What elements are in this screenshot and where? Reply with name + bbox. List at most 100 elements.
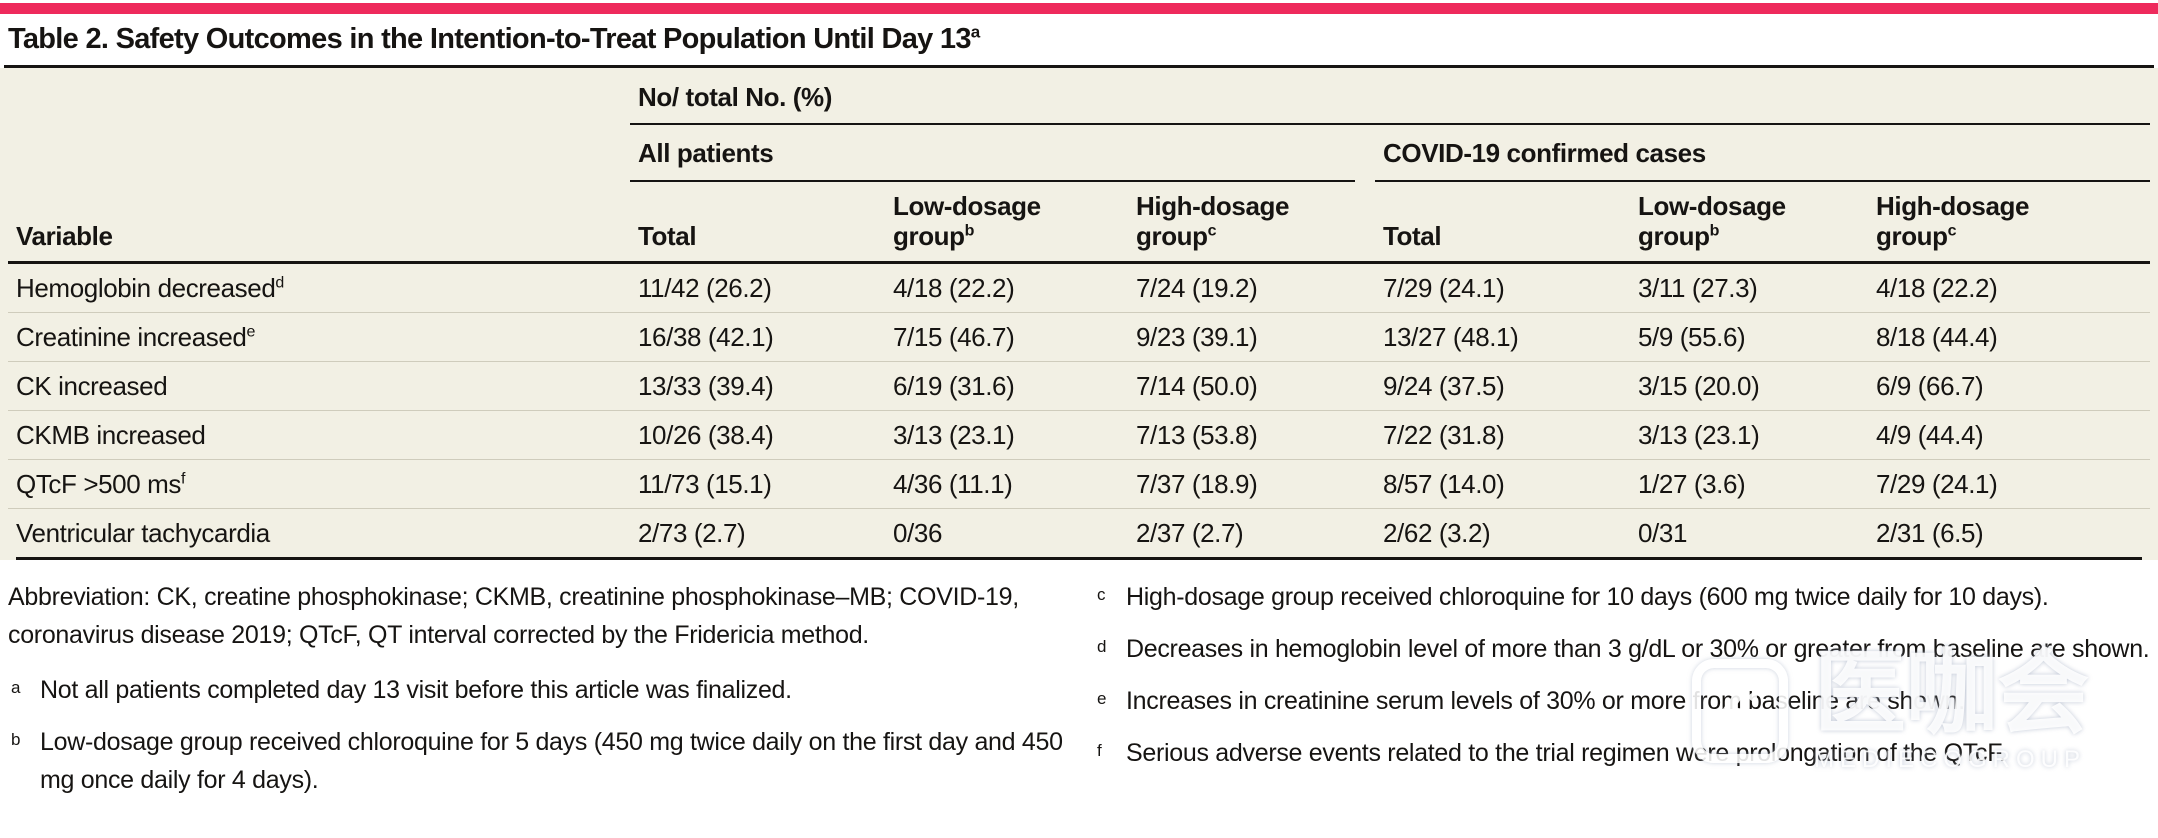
footnote: b Low-dosage group received chloroquine … (8, 723, 1070, 799)
table-cell: 2/62 (3.2) (1383, 517, 1491, 548)
row-variable-label: CK increased (16, 370, 168, 401)
span-header-covid: COVID-19 confirmed cases (1375, 125, 2150, 182)
footnote-text: Increases in creatinine serum levels of … (1126, 687, 1965, 715)
footnote-marker: d (1097, 637, 1107, 656)
horizontal-rule (4, 65, 2154, 68)
span-header-all-patients: All patients (630, 125, 1355, 182)
table-row: Hemoglobin decreasedd 11/42 (26.2) 4/18 … (8, 264, 2150, 312)
row-variable-label: QTcF >500 ms (16, 468, 181, 499)
table-span-header-row: All patients COVID-19 confirmed cases (8, 125, 2150, 182)
table-cell: 4/18 (22.2) (1876, 272, 1998, 303)
table-cell: 8/57 (14.0) (1383, 468, 1505, 499)
column-header-label: Low-dosage (893, 191, 1041, 222)
footnotes-section: Abbreviation: CK, creatine phosphokinase… (0, 560, 2158, 813)
row-variable: Ventricular tachycardia (8, 518, 630, 549)
table-cell: 7/22 (31.8) (1383, 419, 1505, 450)
table-cell: 7/13 (53.8) (1136, 419, 1258, 450)
row-variable-superscript: f (180, 469, 186, 487)
table-cell: 11/42 (26.2) (638, 272, 772, 303)
table-cell: 6/19 (31.6) (893, 370, 1015, 401)
safety-outcomes-table: No/ total No. (%) All patients COVID-19 … (0, 68, 2158, 560)
column-header: Low-dosage groupb (885, 191, 1128, 261)
column-header-superscript: b (964, 222, 975, 240)
footnote-marker: a (11, 678, 21, 697)
table-cell: 1/27 (3.6) (1638, 468, 1746, 499)
row-variable-label: CKMB increased (16, 419, 206, 450)
column-header: Low-dosage groupb (1630, 191, 1868, 261)
table-cell: 2/37 (2.7) (1136, 517, 1244, 548)
column-header: High-dosage groupc (1868, 191, 2150, 261)
table-cell: 7/29 (24.1) (1383, 272, 1505, 303)
footnote-text: Decreases in hemoglobin level of more th… (1126, 635, 2150, 663)
table-cell: 0/36 (893, 517, 943, 548)
table-row: Ventricular tachycardia 2/73 (2.7) 0/36 … (8, 508, 2150, 557)
table-cell: 3/13 (23.1) (893, 419, 1015, 450)
table-cell: 5/9 (55.6) (1638, 321, 1746, 352)
table-column-header-row: Variable Total Low-dosage groupb High-dos… (8, 182, 2150, 264)
accent-top-bar (0, 3, 2158, 14)
row-variable-label: Ventricular tachycardia (16, 517, 270, 548)
table-cell: 7/24 (19.2) (1136, 272, 1258, 303)
footnote-marker: c (1097, 585, 1106, 604)
table-title: Table 2. Safety Outcomes in the Intentio… (0, 14, 2158, 65)
table-cell: 8/18 (44.4) (1876, 321, 1998, 352)
column-header-label: High-dosage (1876, 191, 2030, 222)
table-row: Creatinine increasede 16/38 (42.1) 7/15 … (8, 312, 2150, 361)
column-header-superscript: c (1947, 222, 1957, 240)
table-cell: 10/26 (38.4) (638, 419, 774, 450)
row-variable: Hemoglobin decreasedd (8, 273, 630, 304)
table-title-superscript: a (970, 22, 980, 42)
footnote-marker: f (1097, 741, 1102, 760)
column-header-superscript: b (1709, 222, 1720, 240)
column-header: Total (630, 221, 885, 261)
footnote-text: High-dosage group received chloroquine f… (1126, 583, 2049, 611)
table-cell: 2/73 (2.7) (638, 517, 746, 548)
footnote-marker: e (1097, 689, 1107, 708)
column-header-label: group (1136, 221, 1208, 252)
table-cell: 4/18 (22.2) (893, 272, 1015, 303)
row-variable: Creatinine increasede (8, 322, 630, 353)
column-header-variable: Variable (16, 221, 113, 252)
row-variable-superscript: e (246, 322, 255, 340)
table-cell: 11/73 (15.1) (638, 468, 772, 499)
footnote-marker: b (11, 730, 21, 749)
footnote-text: Low-dosage group received chloroquine fo… (40, 728, 1063, 794)
column-header-label: High-dosage (1136, 191, 1290, 222)
abbreviation-note: Abbreviation: CK, creatine phosphokinase… (8, 583, 1019, 649)
horizontal-rule (16, 557, 2142, 560)
column-header-label: group (1876, 221, 1948, 252)
row-variable-superscript: d (275, 273, 284, 291)
table-cell: 16/38 (42.1) (638, 321, 774, 352)
row-variable-label: Creatinine increased (16, 321, 247, 352)
row-variable: CK increased (8, 371, 630, 402)
table-cell: 2/31 (6.5) (1876, 517, 1984, 548)
row-variable: CKMB increased (8, 420, 630, 451)
footnote: a Not all patients completed day 13 visi… (8, 671, 1070, 709)
table-cell: 9/24 (37.5) (1383, 370, 1505, 401)
column-header-label: group (893, 221, 965, 252)
table-cell: 13/27 (48.1) (1383, 321, 1519, 352)
footnotes-right-column: c High-dosage group received chloroquine… (1094, 578, 2158, 813)
table-title-text: Table 2. Safety Outcomes in the Intentio… (8, 23, 971, 55)
footnote: f Serious adverse events related to the … (1094, 734, 2158, 772)
row-variable: QTcF >500 msf (8, 469, 630, 500)
table-row: QTcF >500 msf 11/73 (15.1) 4/36 (11.1) 7… (8, 459, 2150, 508)
table-cell: 0/31 (1638, 517, 1688, 548)
footnote-text: Not all patients completed day 13 visit … (40, 676, 792, 704)
group-header: No/ total No. (%) (630, 68, 2150, 125)
table-cell: 3/11 (27.3) (1638, 272, 1758, 303)
footnote: d Decreases in hemoglobin level of more … (1094, 630, 2158, 668)
table-cell: 6/9 (66.7) (1876, 370, 1984, 401)
table-cell: 7/37 (18.9) (1136, 468, 1258, 499)
table-row: CKMB increased 10/26 (38.4) 3/13 (23.1) … (8, 410, 2150, 459)
column-header-label: Total (1383, 221, 1442, 252)
column-header-label: Low-dosage (1638, 191, 1786, 222)
table-cell: 13/33 (39.4) (638, 370, 774, 401)
table-cell: 7/15 (46.7) (893, 321, 1015, 352)
column-header-superscript: c (1207, 222, 1217, 240)
table-row: CK increased 13/33 (39.4) 6/19 (31.6) 7/… (8, 361, 2150, 410)
column-header: Total (1375, 221, 1630, 261)
footnote: e Increases in creatinine serum levels o… (1094, 682, 2158, 720)
table-cell: 3/15 (20.0) (1638, 370, 1760, 401)
